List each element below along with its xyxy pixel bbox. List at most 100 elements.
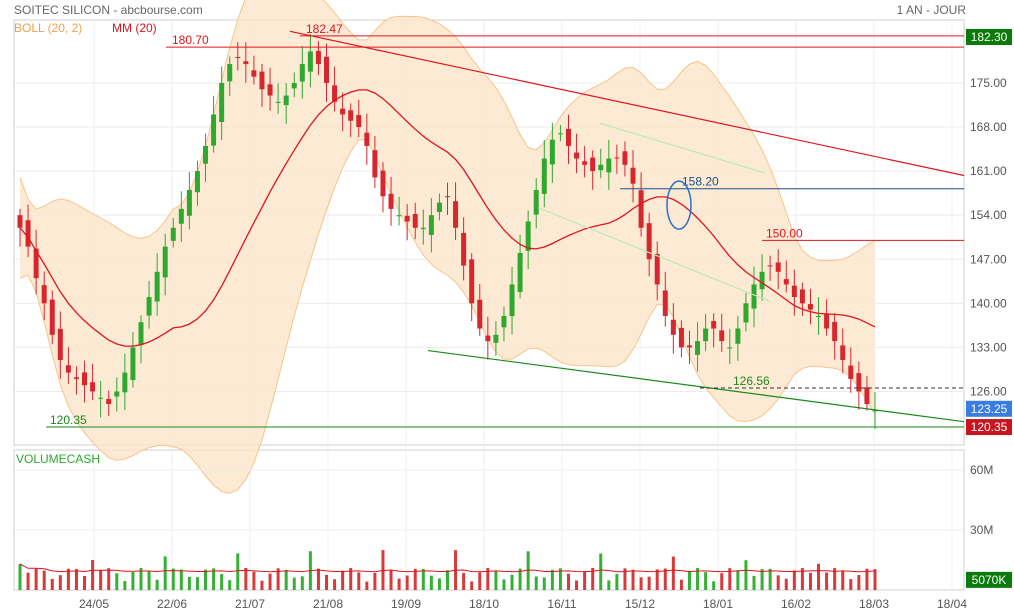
candle-body	[90, 382, 96, 392]
volume-bar	[413, 568, 417, 590]
candle-body	[146, 297, 152, 316]
legend-entry: BOLL (20, 2)	[14, 21, 82, 35]
candle-body	[807, 304, 813, 310]
candle-body	[525, 221, 531, 251]
volume-bar	[768, 568, 772, 590]
candle-body	[227, 64, 233, 82]
volume-bar	[244, 568, 248, 590]
candle-body	[380, 170, 386, 197]
candle-body	[98, 397, 104, 399]
volume-bar	[333, 579, 337, 590]
volume-bar	[107, 568, 111, 590]
candle-body	[711, 321, 717, 329]
date-tick-label: 16/02	[781, 597, 811, 611]
candle-body	[759, 271, 765, 290]
volume-bar	[817, 563, 821, 590]
volume-bar	[341, 570, 345, 590]
volume-bar	[744, 560, 748, 590]
channel-upper-line	[599, 122, 766, 174]
candle-body	[872, 410, 878, 412]
volume-bar	[502, 579, 506, 590]
candle-body	[49, 299, 55, 335]
candle-body	[162, 246, 168, 278]
level-label: 180.70	[172, 33, 209, 47]
candle-body	[412, 213, 418, 228]
candle-body	[751, 284, 757, 309]
price-tag-value: 182.30	[971, 30, 1008, 44]
candle-body	[743, 303, 749, 323]
bollinger-upper-line	[19, 0, 876, 262]
date-tick-label: 15/12	[625, 597, 655, 611]
volume-bar	[155, 579, 159, 590]
candle-body	[356, 115, 362, 128]
volume-bar	[99, 570, 103, 590]
volume-bar	[300, 576, 304, 590]
volume-bar	[389, 570, 393, 590]
volume-bar	[696, 568, 700, 590]
volume-bar	[212, 568, 216, 590]
candle-body	[235, 56, 241, 58]
legend-entry: MM (20)	[112, 21, 157, 35]
volume-bar	[284, 569, 288, 590]
candle-body	[799, 289, 805, 304]
volume-bar	[607, 580, 611, 590]
price-tick-label: 126.00	[970, 384, 1007, 398]
volume-bar	[873, 569, 877, 590]
volume-bar	[42, 570, 46, 590]
candle-body	[824, 313, 830, 329]
volume-bar	[526, 551, 530, 590]
volume-bar	[623, 568, 627, 590]
volume-bar	[228, 580, 232, 590]
volume-bar	[534, 576, 538, 590]
date-tick-label: 18/10	[469, 597, 499, 611]
volume-bar	[566, 573, 570, 590]
candle-body	[203, 145, 209, 164]
volume-bar	[671, 556, 675, 590]
volume-bar	[833, 568, 837, 590]
bollinger-band-fill	[20, 0, 875, 494]
volume-bar	[187, 576, 191, 590]
volume-bar	[784, 578, 788, 590]
volume-bar	[83, 575, 87, 590]
volume-bar	[462, 573, 466, 590]
candle-body	[670, 319, 676, 335]
level-label: 182.47	[306, 22, 343, 36]
date-tick-label: 16/11	[547, 597, 576, 611]
level-label: 158.20	[682, 175, 719, 189]
candle-body	[130, 347, 136, 380]
volume-bar	[712, 581, 716, 590]
volume-bar	[550, 569, 554, 590]
volume-bar	[446, 570, 449, 590]
volume-bar	[74, 569, 78, 590]
candle-body	[65, 365, 71, 373]
candle-body	[606, 158, 612, 173]
candle-body	[138, 322, 144, 345]
candle-body	[348, 110, 354, 121]
candle-body	[178, 208, 184, 224]
candle-body	[816, 315, 822, 317]
candle-body	[727, 347, 733, 349]
candle-body	[315, 50, 321, 65]
candle-body	[630, 167, 636, 184]
volume-bar	[349, 568, 353, 590]
volume-bar	[752, 575, 756, 590]
price-tick-label: 140.00	[970, 296, 1007, 310]
volume-bar	[316, 568, 320, 590]
date-tick-label: 21/08	[313, 597, 343, 611]
volume-bar	[510, 574, 514, 590]
candle-body	[549, 139, 555, 165]
volume-bar	[736, 570, 740, 590]
volume-bar	[365, 581, 369, 590]
candle-body	[622, 151, 628, 165]
candle-body	[267, 84, 273, 96]
candle-body	[856, 373, 862, 392]
volume-bar	[220, 574, 224, 590]
volume-bar	[470, 581, 474, 590]
volume-bar	[179, 569, 183, 590]
candle-body	[477, 299, 483, 329]
volume-bar	[276, 568, 280, 590]
candle-body	[574, 152, 580, 159]
candle-body	[445, 196, 450, 198]
volume-bar	[583, 571, 587, 590]
